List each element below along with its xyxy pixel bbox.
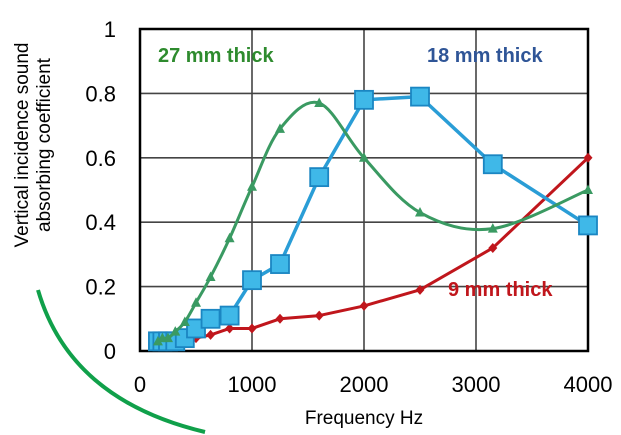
label-27mm: 27 mm thick — [158, 45, 274, 67]
data-point — [221, 307, 239, 325]
data-point — [225, 233, 235, 243]
data-point — [271, 255, 289, 273]
data-point — [355, 91, 373, 109]
y-tick-label: 0.8 — [85, 81, 116, 106]
x-tick-label: 3000 — [452, 372, 501, 397]
x-axis-title: Frequency Hz — [305, 408, 423, 429]
data-point — [579, 216, 597, 234]
data-point — [484, 155, 502, 173]
data-point — [202, 310, 220, 328]
y-axis-title-line1: Vertical incidence sound — [12, 43, 33, 248]
data-point — [315, 311, 324, 321]
data-point — [243, 271, 261, 289]
data-point — [310, 168, 328, 186]
y-tick-label: 0.6 — [85, 146, 116, 171]
label-9mm: 9 mm thick — [448, 279, 553, 301]
y-tick-label: 0 — [104, 339, 116, 364]
data-point — [276, 314, 285, 324]
y-axis-title: Vertical incidence sound absorbing coeff… — [12, 43, 55, 248]
y-tick-label: 0.4 — [85, 210, 116, 235]
y-axis-title-line2: absorbing coefficient — [34, 57, 55, 232]
y-tick-label: 0.2 — [85, 275, 116, 300]
x-tick-label: 2000 — [340, 372, 389, 397]
y-tick-label: 1 — [104, 17, 116, 42]
x-tick-label: 1000 — [228, 372, 277, 397]
label-18mm: 18 mm thick — [427, 45, 543, 67]
data-point — [360, 301, 369, 311]
data-point — [248, 323, 257, 333]
x-tick-label: 4000 — [564, 372, 613, 397]
series-18-mm-thick — [149, 88, 597, 351]
data-point — [247, 181, 257, 191]
x-tick-label: 0 — [134, 372, 146, 397]
data-point — [206, 330, 215, 340]
data-point — [583, 185, 593, 195]
series-layer — [149, 88, 597, 351]
decorative-green-arc — [38, 290, 205, 432]
data-point — [411, 88, 429, 106]
